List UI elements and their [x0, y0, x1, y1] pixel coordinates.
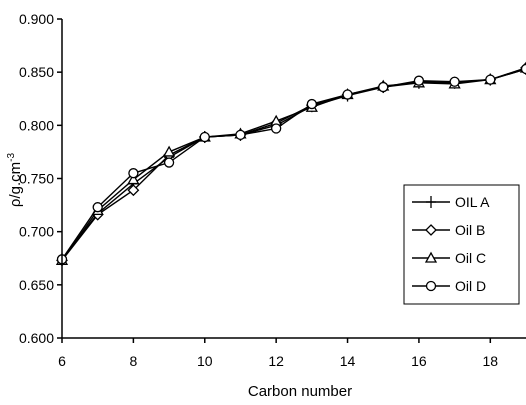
data-point-circle: [92, 202, 103, 213]
data-point-circle: [306, 98, 317, 110]
data-point-plus: [426, 196, 436, 208]
y-tick-label: 0.700: [19, 224, 54, 240]
legend-label: Oil C: [455, 250, 486, 266]
legend-label: OIL A: [455, 194, 490, 210]
y-axis-title-main: ρ/g.cm: [7, 162, 24, 207]
y-axis-title: ρ/g.cm-3: [6, 153, 24, 208]
legend-entry: Oil C: [412, 250, 486, 266]
data-point-circle: [378, 81, 389, 93]
data-point-triangle: [162, 145, 176, 157]
x-axis-ticks: 6 8 10 12 14 16 18: [58, 338, 498, 369]
x-tick-label: 14: [340, 353, 356, 369]
x-tick-label: 6: [58, 353, 66, 369]
x-axis-title: Carbon number: [248, 383, 352, 400]
series-line: [61, 67, 526, 261]
data-point-circle: [342, 89, 353, 100]
legend-box: [403, 184, 520, 305]
data-point-circle: [449, 76, 460, 87]
data-point-circle: [128, 168, 139, 179]
data-point-circle: [271, 123, 282, 134]
y-tick-label: 0.800: [19, 117, 54, 133]
y-tick-label: 0.600: [19, 330, 54, 346]
data-point-circle: [413, 75, 425, 86]
y-axis-ticks: 0.600 0.650 0.700 0.750 0.800 0.850 0.900: [19, 11, 62, 346]
data-point-circle: [425, 280, 437, 292]
data-point-circle: [235, 129, 246, 141]
y-tick-label: 0.650: [19, 277, 54, 293]
legend-entry: Oil D: [412, 278, 486, 294]
y-axis-title-superscript: -3: [6, 153, 17, 162]
legend: OIL A Oil B Oil C Oil D: [403, 184, 520, 305]
data-point-circle: [520, 63, 526, 75]
y-tick-label: 0.850: [19, 64, 54, 80]
legend-entry: Oil B: [412, 222, 485, 238]
series-layer: [55, 61, 526, 267]
x-tick-label: 12: [268, 353, 284, 369]
x-tick-label: 18: [483, 353, 499, 369]
data-point-triangle: [424, 251, 438, 263]
legend-label: Oil D: [455, 278, 486, 294]
x-tick-label: 8: [129, 353, 137, 369]
data-point-circle: [163, 157, 175, 168]
series-oil-d: [56, 63, 526, 265]
legend-label: Oil B: [455, 222, 485, 238]
x-tick-label: 10: [197, 353, 213, 369]
data-point-circle: [485, 74, 496, 85]
data-point-circle: [199, 131, 210, 143]
data-point-triangle: [127, 173, 140, 185]
legend-entry: OIL A: [412, 194, 490, 210]
series-line: [61, 68, 526, 260]
data-point-diamond: [425, 224, 437, 236]
data-point-diamond: [127, 184, 140, 197]
x-tick-label: 16: [411, 353, 427, 369]
y-tick-label: 0.900: [19, 11, 54, 27]
y-tick-label: 0.750: [19, 171, 54, 187]
